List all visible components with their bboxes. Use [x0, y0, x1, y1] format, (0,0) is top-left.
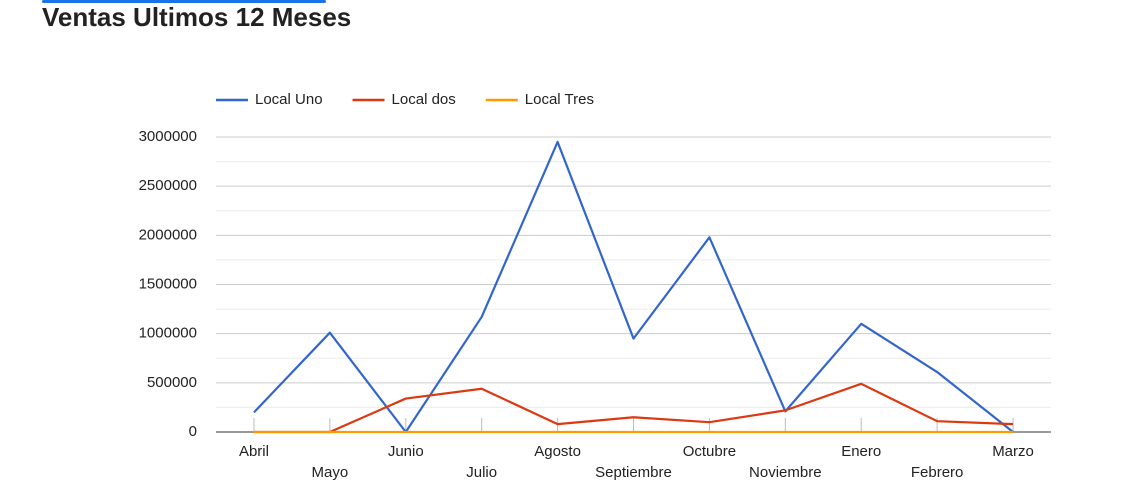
- legend-label: Local Tres: [525, 91, 594, 108]
- x-tick-label: Abril: [239, 443, 269, 460]
- x-tick-label: Junio: [388, 443, 424, 460]
- x-tick-label: Julio: [466, 464, 497, 481]
- y-tick-label: 500000: [147, 374, 197, 391]
- series-line: [253, 140, 1014, 434]
- chart-title: Ventas Ultimos 12 Meses: [42, 2, 351, 32]
- top-bar: [42, 0, 326, 3]
- x-tick-label: Noviembre: [749, 464, 822, 481]
- x-tick-label: Febrero: [911, 464, 964, 481]
- legend-label: Local Uno: [255, 91, 323, 108]
- x-tick-label: Marzo: [992, 443, 1034, 460]
- x-tick-label: Septiembre: [595, 464, 672, 481]
- y-tick-label: 0: [189, 423, 197, 440]
- y-tick-label: 1500000: [139, 275, 197, 292]
- legend-label: Local dos: [392, 91, 456, 108]
- x-tick-label: Mayo: [312, 464, 349, 481]
- y-tick-label: 1000000: [139, 325, 197, 342]
- y-tick-label: 3000000: [139, 128, 197, 145]
- y-tick-label: 2500000: [139, 177, 197, 194]
- x-tick-label: Octubre: [683, 443, 736, 460]
- y-tick-label: 2000000: [139, 226, 197, 243]
- series-line: [253, 382, 1014, 434]
- x-tick-label: Enero: [841, 443, 881, 460]
- x-tick-label: Agosto: [534, 443, 581, 460]
